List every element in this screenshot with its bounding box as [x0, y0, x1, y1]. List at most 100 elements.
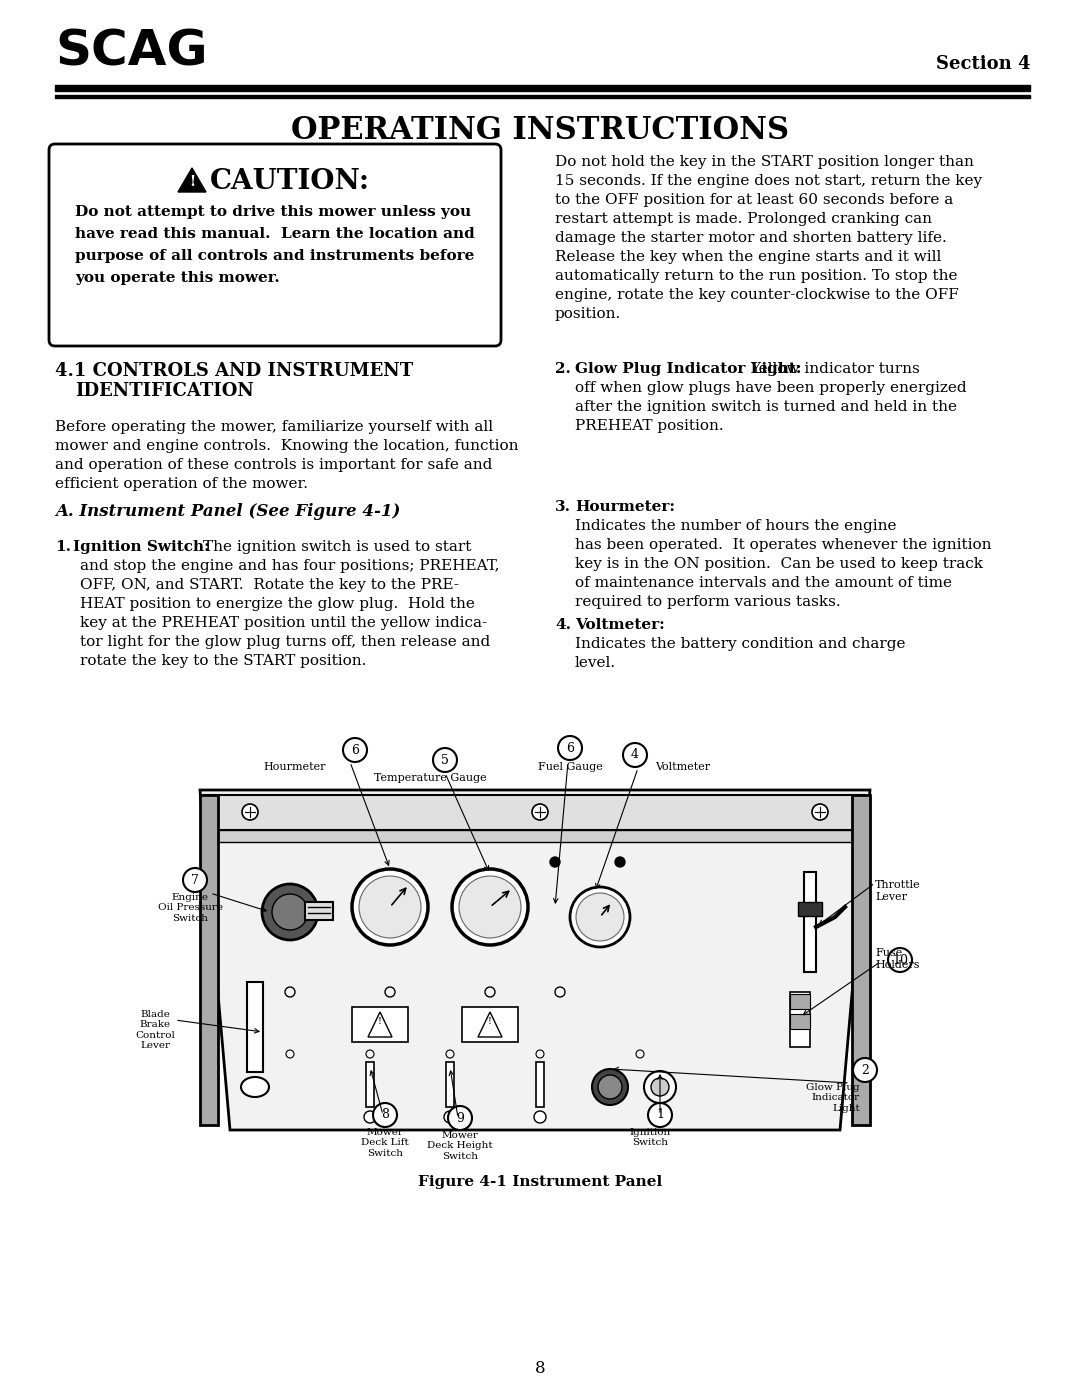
Text: Ignition Switch:: Ignition Switch: — [73, 541, 210, 555]
Circle shape — [651, 1078, 669, 1097]
Text: Voltmeter: Voltmeter — [654, 761, 711, 773]
Circle shape — [343, 738, 367, 761]
Text: 1: 1 — [656, 1108, 664, 1122]
Text: purpose of all controls and instruments before: purpose of all controls and instruments … — [75, 249, 474, 263]
Text: Fuel Gauge: Fuel Gauge — [538, 761, 603, 773]
Text: OFF, ON, and START.  Rotate the key to the PRE-: OFF, ON, and START. Rotate the key to th… — [80, 578, 459, 592]
Text: The ignition switch is used to start: The ignition switch is used to start — [203, 541, 471, 555]
Text: Voltmeter:: Voltmeter: — [575, 617, 665, 631]
Circle shape — [615, 856, 625, 868]
Text: 2: 2 — [861, 1063, 869, 1077]
Text: level.: level. — [575, 657, 616, 671]
Circle shape — [648, 1104, 672, 1127]
FancyBboxPatch shape — [49, 144, 501, 346]
Circle shape — [272, 894, 308, 930]
Circle shape — [359, 876, 421, 937]
Text: Glow Plug
Indicator
Light: Glow Plug Indicator Light — [807, 1083, 860, 1113]
Text: off when glow plugs have been properly energized: off when glow plugs have been properly e… — [575, 381, 967, 395]
Text: 8: 8 — [535, 1361, 545, 1377]
Text: of maintenance intervals and the amount of time: of maintenance intervals and the amount … — [575, 576, 951, 590]
Text: 4: 4 — [631, 749, 639, 761]
Circle shape — [534, 1111, 546, 1123]
Text: Do not hold the key in the START position longer than: Do not hold the key in the START positio… — [555, 155, 974, 169]
Circle shape — [532, 805, 548, 820]
Circle shape — [570, 887, 630, 947]
Bar — [804, 872, 816, 972]
Text: restart attempt is made. Prolonged cranking can: restart attempt is made. Prolonged crank… — [555, 212, 932, 226]
Text: Do not attempt to drive this mower unless you: Do not attempt to drive this mower unles… — [75, 205, 471, 219]
Circle shape — [550, 856, 561, 868]
Circle shape — [598, 1076, 622, 1099]
Circle shape — [888, 949, 912, 972]
Text: Mower
Deck Height
Switch: Mower Deck Height Switch — [428, 1132, 492, 1161]
Text: !: ! — [189, 175, 195, 189]
Circle shape — [592, 1069, 627, 1105]
Circle shape — [364, 1111, 376, 1123]
Text: Hourmeter: Hourmeter — [264, 761, 326, 773]
Text: !: ! — [378, 1017, 382, 1025]
Bar — [305, 902, 333, 921]
Bar — [789, 992, 810, 1046]
Bar — [536, 1062, 544, 1106]
Text: Indicates the number of hours the engine: Indicates the number of hours the engine — [575, 520, 896, 534]
Text: 4.: 4. — [555, 617, 571, 631]
Text: engine, rotate the key counter-clockwise to the OFF: engine, rotate the key counter-clockwise… — [555, 288, 959, 302]
Polygon shape — [852, 795, 870, 1125]
Polygon shape — [205, 795, 865, 830]
Text: PREHEAT position.: PREHEAT position. — [575, 419, 724, 433]
Text: CAUTION:: CAUTION: — [210, 168, 370, 196]
Text: 10: 10 — [892, 954, 908, 967]
Text: after the ignition switch is turned and held in the: after the ignition switch is turned and … — [575, 400, 957, 414]
Circle shape — [183, 868, 207, 893]
Text: 3.: 3. — [555, 500, 571, 514]
Circle shape — [623, 743, 647, 767]
Text: Blade
Brake
Control
Lever: Blade Brake Control Lever — [135, 1010, 175, 1051]
Text: you operate this mower.: you operate this mower. — [75, 271, 280, 285]
Text: damage the starter motor and shorten battery life.: damage the starter motor and shorten bat… — [555, 231, 947, 244]
Text: Yellow indicator turns: Yellow indicator turns — [750, 362, 920, 376]
Text: Fuse
Holders: Fuse Holders — [875, 949, 919, 970]
Text: HEAT position to energize the glow plug.  Hold the: HEAT position to energize the glow plug.… — [80, 597, 475, 610]
Text: tor light for the glow plug turns off, then release and: tor light for the glow plug turns off, t… — [80, 636, 490, 650]
Bar — [462, 1007, 518, 1042]
Text: 15 seconds. If the engine does not start, return the key: 15 seconds. If the engine does not start… — [555, 175, 982, 189]
Bar — [798, 902, 822, 916]
Text: Section 4: Section 4 — [935, 54, 1030, 73]
Text: rotate the key to the START position.: rotate the key to the START position. — [80, 654, 366, 668]
Text: !: ! — [488, 1017, 491, 1025]
Bar — [247, 982, 264, 1071]
Text: 2.: 2. — [555, 362, 571, 376]
Text: 5: 5 — [441, 753, 449, 767]
Text: have read this manual.  Learn the location and: have read this manual. Learn the locatio… — [75, 226, 475, 242]
Text: 9: 9 — [456, 1112, 464, 1125]
Text: Release the key when the engine starts and it will: Release the key when the engine starts a… — [555, 250, 942, 264]
Circle shape — [453, 869, 528, 944]
Circle shape — [644, 1071, 676, 1104]
Bar — [55, 95, 1030, 98]
Text: and operation of these controls is important for safe and: and operation of these controls is impor… — [55, 458, 492, 472]
Bar — [366, 1062, 374, 1106]
Text: 8: 8 — [381, 1108, 389, 1122]
Text: 4.1 CONTROLS AND INSTRUMENT: 4.1 CONTROLS AND INSTRUMENT — [55, 362, 414, 380]
Circle shape — [448, 1106, 472, 1130]
Text: A. Instrument Panel (See Figure 4-1): A. Instrument Panel (See Figure 4-1) — [55, 503, 401, 520]
Circle shape — [352, 869, 428, 944]
Text: 6: 6 — [566, 742, 573, 754]
Circle shape — [444, 1111, 456, 1123]
Bar — [55, 85, 1030, 91]
Bar — [789, 995, 810, 1009]
Text: Engine
Oil Pressure
Switch: Engine Oil Pressure Switch — [158, 893, 222, 923]
Text: Temperature Gauge: Temperature Gauge — [374, 773, 486, 782]
Bar — [789, 1014, 810, 1030]
Text: and stop the engine and has four positions; PREHEAT,: and stop the engine and has four positio… — [80, 559, 499, 573]
Polygon shape — [200, 789, 870, 1130]
Circle shape — [262, 884, 318, 940]
Text: OPERATING INSTRUCTIONS: OPERATING INSTRUCTIONS — [291, 115, 789, 147]
Text: 1.: 1. — [55, 541, 71, 555]
Text: has been operated.  It operates whenever the ignition: has been operated. It operates whenever … — [575, 538, 991, 552]
Polygon shape — [178, 168, 206, 191]
Text: key at the PREHEAT position until the yellow indica-: key at the PREHEAT position until the ye… — [80, 616, 487, 630]
Text: 6: 6 — [351, 743, 359, 757]
Text: Before operating the mower, familiarize yourself with all: Before operating the mower, familiarize … — [55, 420, 494, 434]
Text: Glow Plug Indicator Light:: Glow Plug Indicator Light: — [575, 362, 801, 376]
